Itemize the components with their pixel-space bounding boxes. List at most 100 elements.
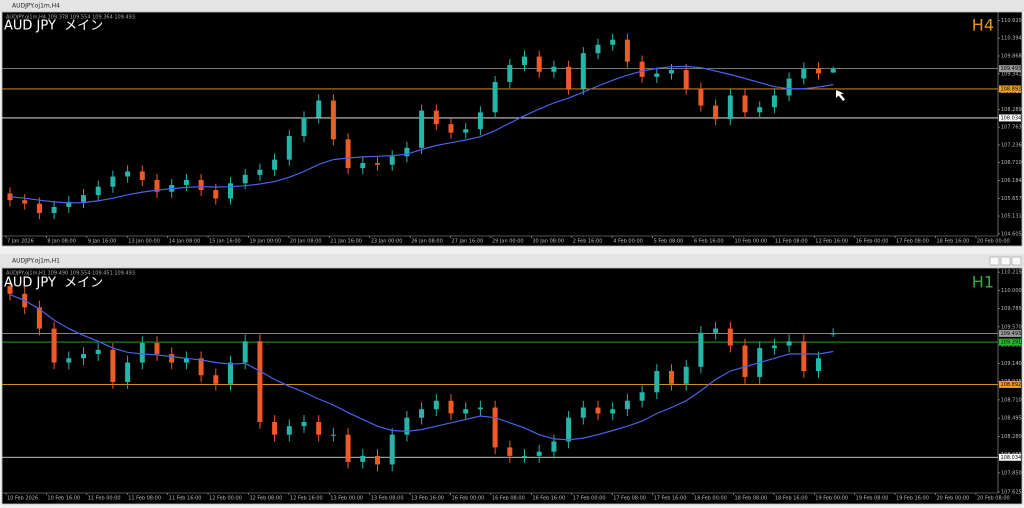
price-level-tag: [999, 338, 1021, 346]
candle-body: [595, 407, 601, 414]
x-tick-label: 13 Feb 16:00: [411, 496, 444, 502]
candle-body: [698, 332, 704, 367]
candle-body: [536, 451, 542, 456]
symbol-label: AUD JPY メイン: [4, 276, 103, 291]
price-level-label: 108.034: [1001, 455, 1022, 461]
candle-body: [389, 156, 395, 165]
y-tick-label: 107.763: [1001, 125, 1022, 131]
candle-body: [154, 179, 160, 192]
candle-body: [463, 409, 469, 414]
x-tick-label: 5 Feb 08:00: [654, 239, 684, 245]
chart-info: AUDJPY.oj1m,H4 109.378 109.554 109.364 1…: [6, 15, 135, 21]
candle-body: [830, 68, 836, 73]
x-tick-label: 16 Feb 00:00: [856, 239, 889, 245]
x-tick-label: 15 Jan 16:00: [209, 239, 241, 245]
candle-body: [330, 434, 336, 436]
candle-body: [242, 174, 248, 184]
x-tick-label: 16 Feb 00:00: [452, 496, 485, 502]
x-tick-label: 10 Feb 00:00: [734, 239, 767, 245]
candle-body: [580, 407, 586, 418]
price-level-label: 108.892: [1001, 86, 1022, 92]
price-level-label: 108.034: [1001, 115, 1022, 121]
candle-body: [624, 39, 630, 62]
moving-average: [9, 294, 834, 441]
candle-body: [169, 354, 175, 363]
maximize-button[interactable]: [1000, 256, 1011, 266]
candle-body: [139, 343, 145, 363]
candle-body: [7, 286, 13, 294]
y-tick-label: 109.868: [1001, 53, 1022, 59]
candle-body: [727, 95, 733, 120]
candle-body: [81, 354, 86, 359]
y-tick-label: 110.920: [1001, 18, 1022, 24]
candle-body: [286, 135, 292, 160]
candle-body: [448, 124, 454, 133]
candle-body: [713, 105, 719, 120]
candle-body: [66, 358, 72, 363]
candle-body: [580, 53, 586, 89]
candle-body: [95, 186, 101, 196]
candle-body: [198, 179, 204, 191]
window-titlebar: [0, 0, 1024, 12]
mouse-cursor: [836, 90, 845, 101]
x-tick-label: 21 Jan 16:00: [330, 239, 362, 245]
candle-body: [463, 129, 469, 133]
y-tick-label: 108.289: [1001, 107, 1022, 113]
x-tick-label: 17 Feb 08:00: [896, 239, 929, 245]
candle-body: [139, 171, 145, 180]
y-tick-label: 107.236: [1001, 142, 1022, 148]
candle-body: [360, 455, 366, 462]
candle-body: [95, 349, 101, 355]
x-tick-label: 11 Feb 00:00: [88, 496, 121, 502]
x-tick-label: 17 Feb 08:00: [613, 496, 646, 502]
candle-body: [345, 139, 351, 169]
y-tick-label: 104.605: [1001, 231, 1022, 237]
x-tick-label: 20 Feb 00:00: [937, 496, 970, 502]
x-tick-label: 10 Feb 2026: [7, 496, 38, 502]
candle-body: [742, 95, 748, 113]
candle-body: [639, 392, 645, 401]
candle-body: [639, 61, 645, 77]
x-tick-label: 18 Feb 00:00: [694, 496, 727, 502]
candle-body: [610, 39, 616, 45]
candle-body: [66, 201, 72, 207]
candle-body: [330, 100, 336, 140]
minimize-button[interactable]: [989, 256, 1000, 266]
candle-body: [830, 333, 836, 335]
price-level-tag: [999, 453, 1021, 461]
y-tick-label: 108.495: [1001, 416, 1022, 422]
candle-body: [375, 163, 380, 165]
candle-body: [713, 328, 719, 333]
x-tick-label: 12 Feb 08:00: [249, 496, 282, 502]
candle-body: [228, 362, 233, 384]
candle-body: [154, 343, 160, 355]
candle-body: [51, 206, 57, 214]
x-tick-label: 19 Feb 08:00: [856, 496, 889, 502]
candle-body: [433, 400, 439, 410]
candle-body: [110, 176, 116, 187]
symbol-label: AUD JPY メイン: [4, 19, 103, 34]
chart-info: AUDJPY.oj1m,H1 109.490 109.554 109.451 1…: [6, 271, 135, 277]
candle-body: [816, 358, 821, 372]
candle-body: [198, 358, 204, 376]
x-tick-label: 23 Jan 00:00: [371, 239, 403, 245]
y-tick-label: 109.341: [1001, 71, 1022, 77]
x-tick-label: 18 Feb 08:00: [734, 496, 767, 502]
candle-body: [816, 68, 821, 74]
price-level-tag: [999, 65, 1021, 73]
x-tick-label: 6 Feb 16:00: [694, 239, 724, 245]
candle-body: [477, 112, 483, 130]
candle-body: [727, 328, 733, 346]
x-tick-label: 20 Feb 00:00: [977, 239, 1010, 245]
candle-body: [22, 200, 28, 204]
candle-body: [36, 203, 42, 214]
x-tick-label: 7 Jan 2026: [7, 239, 34, 245]
x-tick-label: 14 Jan 08:00: [169, 239, 201, 245]
price-level-tag: [999, 380, 1021, 388]
x-tick-label: 29 Jan 00:00: [492, 239, 524, 245]
x-tick-label: 19 Jan 00:00: [249, 239, 281, 245]
candle-body: [213, 375, 219, 384]
candle-body: [419, 409, 425, 418]
close-button[interactable]: [1011, 256, 1022, 266]
candle-body: [492, 81, 498, 113]
